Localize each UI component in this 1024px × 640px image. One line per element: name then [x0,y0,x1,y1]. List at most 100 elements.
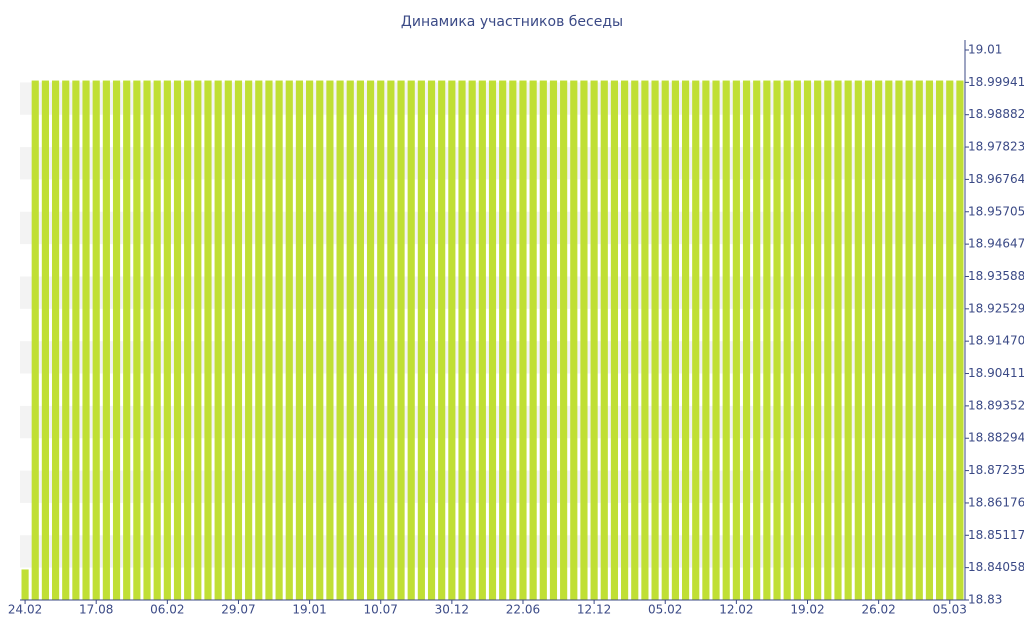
bar [112,80,121,601]
bar [356,80,364,601]
bar [326,80,334,601]
x-tick-label: 30.12 [435,603,469,617]
bar [265,80,273,601]
chart-title: Динамика участников беседы [401,14,623,30]
bar [793,80,801,601]
bar [133,80,141,601]
bar [864,80,873,601]
bar [448,80,456,601]
y-tick-label: 18.96764 [968,172,1024,186]
bar [763,80,771,601]
y-tick-label: 18.97823 [968,140,1024,154]
bar [651,80,659,601]
bar [153,80,161,601]
bar [163,80,171,601]
bar [631,80,639,601]
bar [438,80,446,601]
bar [956,80,964,601]
bar [732,80,740,601]
y-tick-label: 18.85117 [968,528,1024,542]
bar [621,80,629,601]
y-tick-label: 19.01 [968,43,1002,57]
bar [102,80,110,601]
bar [427,80,436,601]
bar [417,80,425,601]
x-tick-label: 12.12 [577,603,611,617]
bar [488,80,497,601]
bar [885,80,893,601]
bar [346,80,354,601]
bar [184,80,192,601]
y-tick-label: 18.83 [968,593,1002,607]
x-tick-label: 26.02 [861,603,895,617]
bar [123,80,131,601]
bar [783,80,791,601]
bar [509,80,517,601]
x-tick-label: 17.08 [79,603,113,617]
bar [803,80,812,601]
bar [925,80,934,601]
bar [905,80,913,601]
bar [875,80,883,601]
bar [499,80,507,601]
bar [702,80,710,601]
y-tick-label: 18.98882 [968,107,1024,121]
y-tick-label: 18.91470 [968,334,1024,348]
x-tick-label: 05.03 [933,603,967,617]
y-tick-label: 18.94647 [968,237,1024,251]
bar [41,80,49,601]
bar [377,80,385,601]
bar [407,80,415,601]
bar [234,80,243,601]
bar [722,80,730,601]
bar [366,80,375,601]
bar [915,80,923,601]
bar [539,80,547,601]
bar [753,80,761,601]
bar [529,80,537,601]
bar [946,80,954,601]
bar [742,80,751,601]
bar [397,80,405,601]
bar [468,80,476,601]
bar [692,80,700,601]
bar [143,80,151,601]
bar [255,80,263,601]
bar [773,80,781,601]
x-tick-label: 06.02 [150,603,184,617]
bar [824,80,832,601]
bar [580,80,588,601]
x-tick-label: 29.07 [221,603,255,617]
bar [214,80,222,601]
x-tick-label: 24.02 [8,603,42,617]
bar [671,80,679,601]
y-tick-label: 18.87235 [968,463,1024,477]
y-tick-label: 18.93588 [968,269,1024,283]
y-tick-label: 18.92529 [968,301,1024,315]
x-tick-label: 19.01 [292,603,326,617]
bar [519,80,527,601]
bar [295,80,304,601]
bar [834,80,842,601]
bar [681,80,690,601]
bar [590,80,598,601]
x-tick-label: 22.06 [506,603,540,617]
bar [224,80,232,601]
bar [204,80,212,601]
x-tick-label: 05.02 [648,603,682,617]
bar [549,80,558,601]
y-tick-label: 18.86176 [968,495,1024,509]
bar [854,80,862,601]
bar [478,80,486,601]
bar [936,80,944,601]
y-tick-label: 18.95705 [968,204,1024,218]
bar [814,80,822,601]
bar [458,80,466,601]
bar [560,80,568,601]
bar [600,80,608,601]
bar [641,80,649,601]
bar [661,80,669,601]
y-tick-label: 18.99941 [968,75,1024,89]
bar [245,80,253,601]
